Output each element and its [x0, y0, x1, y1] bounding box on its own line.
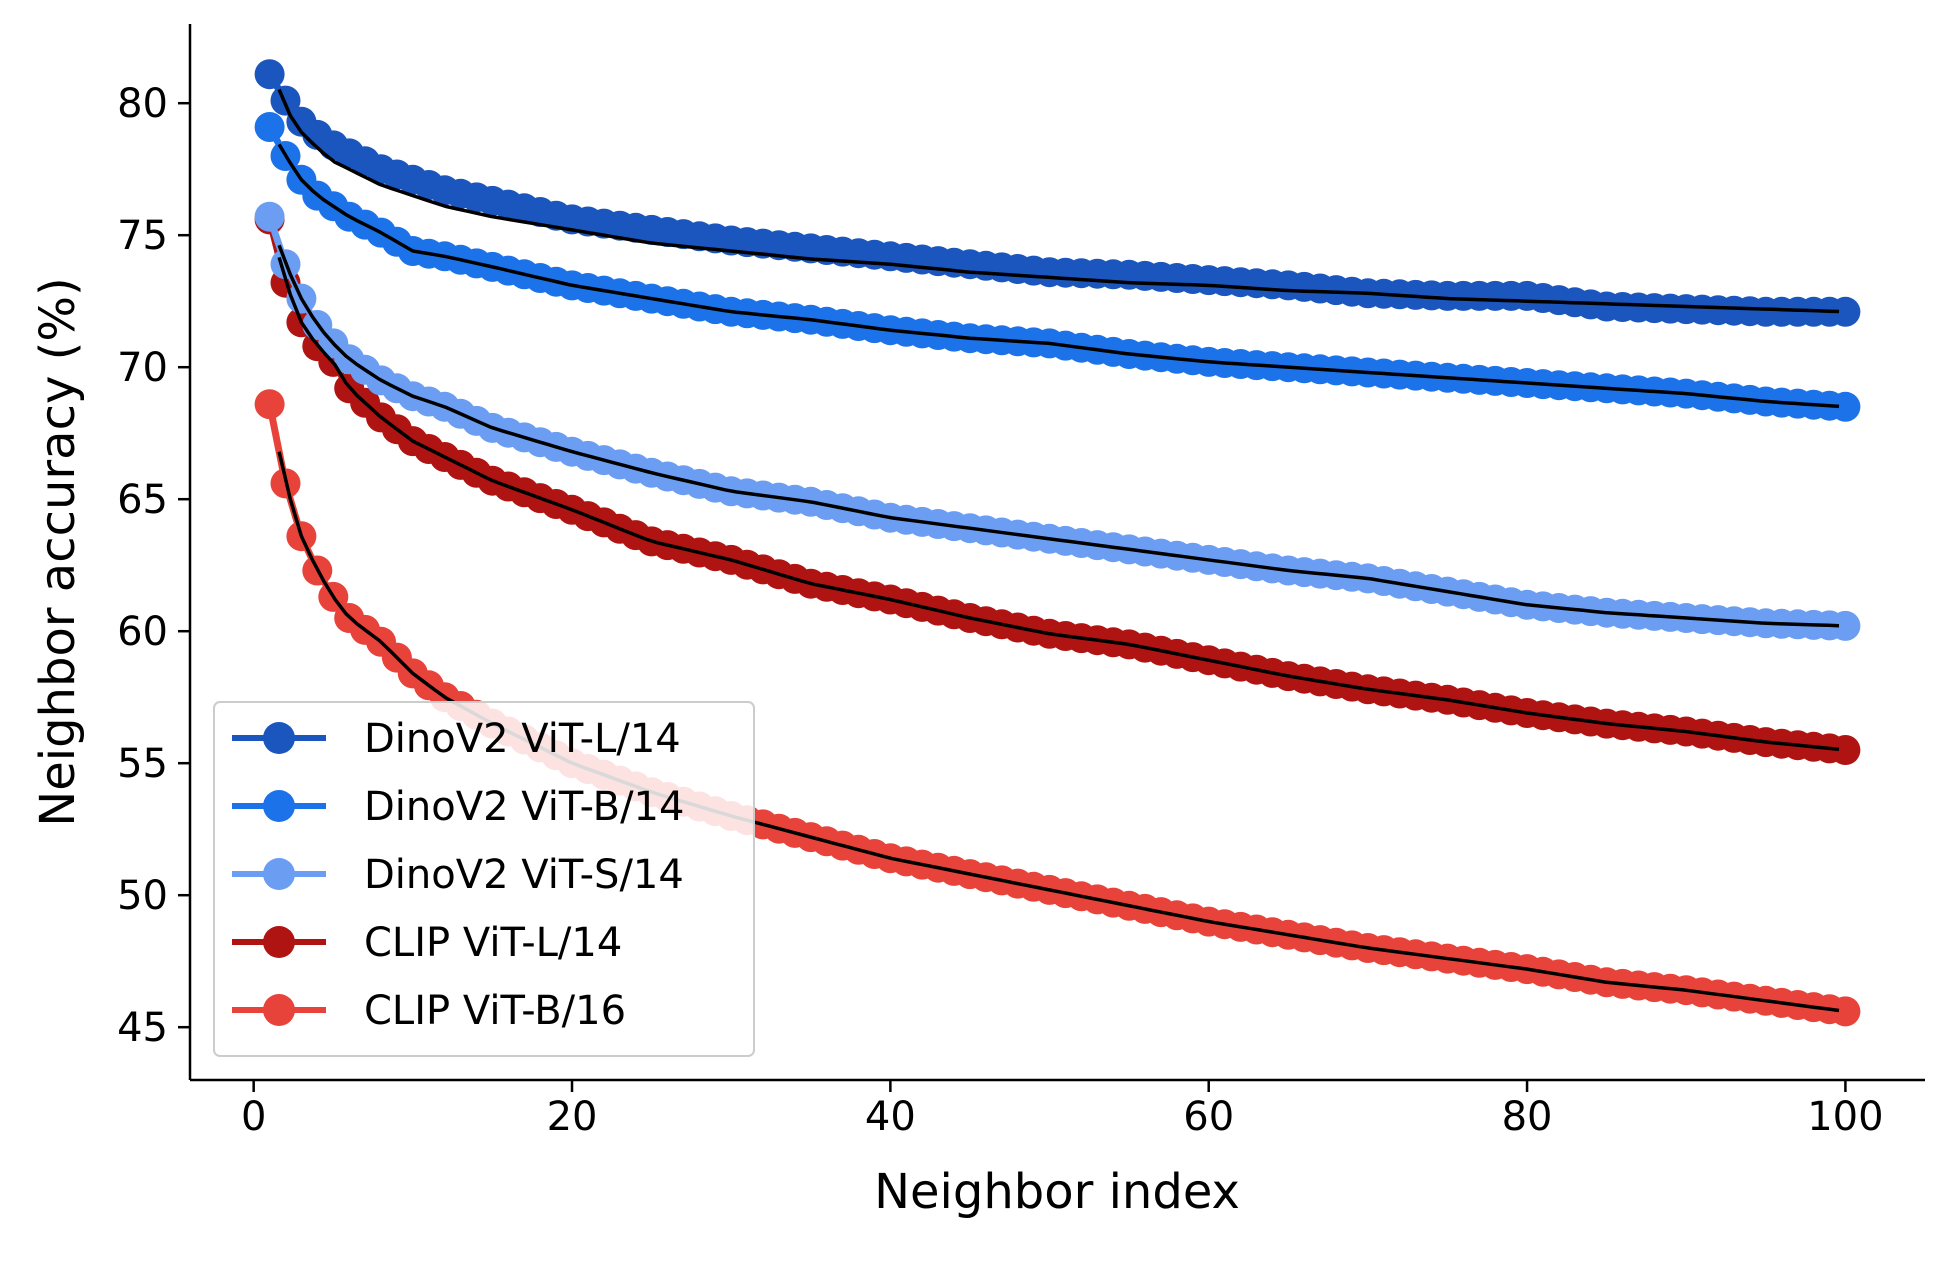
legend-marker: [263, 722, 295, 754]
x-tick-label: 60: [1183, 1094, 1234, 1140]
y-tick-label: 45: [117, 1005, 168, 1051]
y-tick-label: 50: [117, 873, 168, 919]
x-tick-label: 40: [865, 1094, 916, 1140]
y-axis-ticks: 45 50 55 60 65 70 75 80: [117, 81, 190, 1051]
legend-entry: DinoV2 ViT-S/14: [232, 852, 684, 898]
legend-label: DinoV2 ViT-S/14: [364, 852, 684, 898]
y-tick-label: 60: [117, 609, 168, 655]
data-point: [254, 59, 285, 90]
y-tick-label: 75: [117, 213, 168, 259]
series-3: [254, 204, 1861, 765]
legend-entry: DinoV2 ViT-B/14: [232, 784, 684, 830]
legend-marker: [263, 994, 295, 1026]
legend-label: DinoV2 ViT-B/14: [364, 784, 684, 830]
y-axis-title: Neighbor accuracy (%): [30, 277, 86, 826]
x-axis-ticks: 0 20 40 60 80 100: [241, 1080, 1884, 1140]
legend-label: DinoV2 ViT-L/14: [364, 716, 681, 762]
data-point: [254, 389, 285, 420]
data-point: [1830, 996, 1861, 1027]
fit-line: [277, 256, 1840, 752]
x-tick-label: 80: [1502, 1094, 1553, 1140]
fit-line: [277, 88, 1840, 314]
legend-marker: [263, 790, 295, 822]
y-tick-label: 55: [117, 741, 168, 787]
data-point: [254, 201, 285, 232]
data-point: [254, 112, 285, 142]
x-tick-label: 100: [1807, 1094, 1883, 1140]
legend-entry: DinoV2 ViT-L/14: [232, 716, 681, 762]
legend-label: CLIP ViT-L/14: [364, 920, 622, 966]
x-axis-title: Neighbor index: [874, 1164, 1240, 1220]
series-0: [254, 59, 1861, 327]
legend-marker: [263, 926, 295, 958]
x-tick-label: 20: [547, 1094, 598, 1140]
data-point: [1830, 296, 1861, 327]
fit-line: [277, 143, 1840, 409]
legend-entry: CLIP ViT-B/16: [232, 988, 626, 1034]
y-tick-label: 70: [117, 345, 168, 391]
legend: DinoV2 ViT-L/14 DinoV2 ViT-B/14 DinoV2 ViT…: [213, 701, 755, 1057]
legend-frame: [213, 701, 755, 1057]
legend-entry: CLIP ViT-L/14: [232, 920, 622, 966]
legend-label: CLIP ViT-B/16: [364, 988, 626, 1034]
fit-line: [277, 244, 1840, 628]
y-tick-label: 80: [117, 81, 168, 127]
legend-marker: [263, 858, 295, 890]
y-tick-label: 65: [117, 477, 168, 523]
data-point: [1830, 391, 1861, 422]
x-tick-label: 0: [241, 1094, 266, 1140]
data-point: [1830, 735, 1861, 765]
data-point: [1830, 610, 1861, 641]
